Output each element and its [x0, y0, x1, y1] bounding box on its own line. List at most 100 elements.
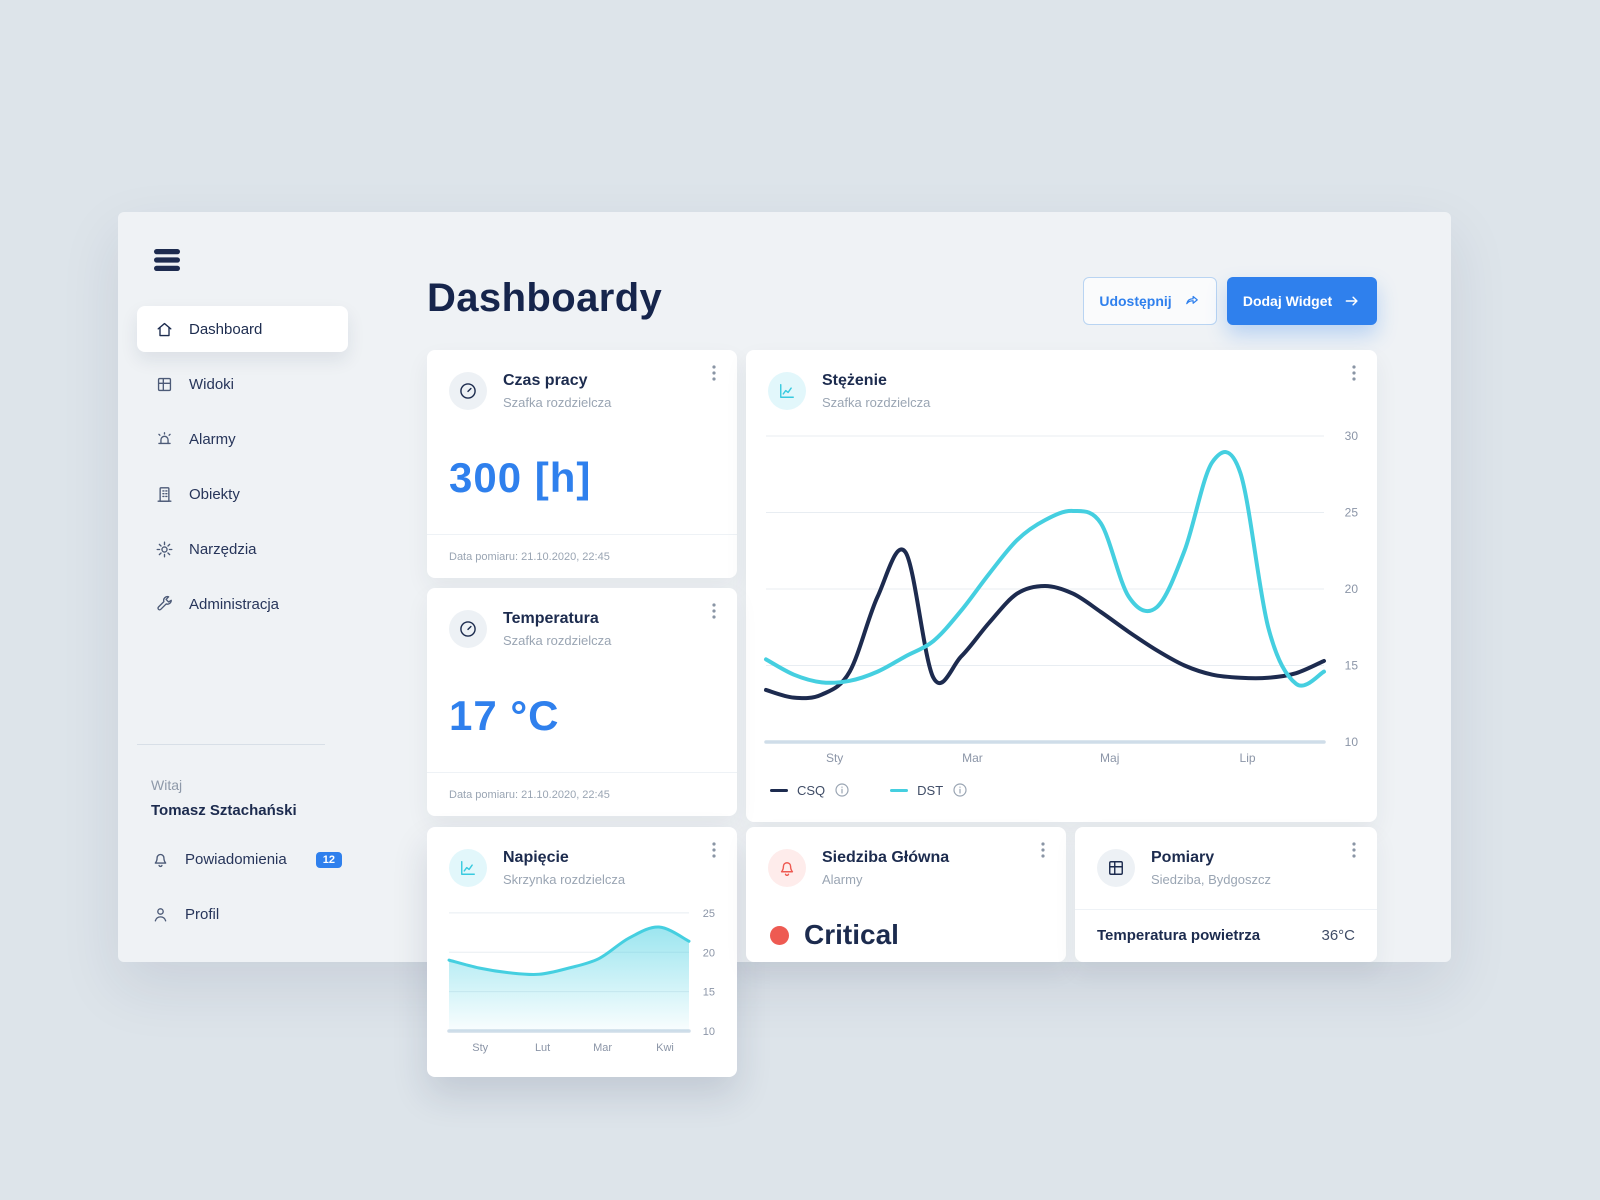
svg-text:Lip: Lip — [1240, 751, 1256, 765]
share-icon — [1185, 295, 1198, 305]
alarm-status-row: Critical — [770, 919, 899, 951]
card-header: Napięcie Skrzynka rozdzielcza — [449, 849, 625, 887]
svg-text:25: 25 — [703, 908, 715, 920]
table-icon — [1097, 849, 1135, 887]
greeting-label: Witaj — [151, 777, 183, 793]
card-header: Stężenie Szafka rozdzielcza — [768, 372, 930, 410]
card-subtitle: Szafka rozdzielcza — [503, 395, 612, 410]
status-badge: Critical — [804, 919, 899, 950]
sidebar-item-powiadomienia[interactable]: Powiadomienia 12 — [151, 850, 342, 869]
sidebar-item-administracja[interactable]: Administracja — [137, 581, 348, 627]
sidebar-item-widoki[interactable]: Widoki — [137, 361, 348, 407]
stezenie-chart: 10 15 20 25 30 Sty Mar Maj Lip — [764, 429, 1359, 765]
divider — [1075, 909, 1377, 910]
bell-icon — [151, 850, 170, 869]
card-czas-pracy: Czas pracy Szafka rozdzielcza 300 [h] Da… — [427, 350, 737, 578]
alarm-bell-icon — [768, 849, 806, 887]
app-logo[interactable] — [152, 248, 182, 279]
card-subtitle: Szafka rozdzielcza — [822, 395, 931, 410]
chart-icon — [768, 372, 806, 410]
svg-text:25: 25 — [1345, 506, 1359, 520]
svg-text:Mar: Mar — [593, 1042, 612, 1054]
gear-icon — [155, 540, 174, 559]
measurement-row: Temperatura powietrza 36°C — [1097, 927, 1355, 944]
svg-text:15: 15 — [1345, 659, 1359, 673]
legend-item-csq: CSQ — [770, 782, 850, 798]
card-footer: Data pomiaru: 21.10.2020, 22:45 — [427, 534, 737, 578]
app-window: Dashboard Widoki Alarmy Obiekty Narzędzi… — [118, 212, 1451, 1077]
profile-label: Profil — [185, 906, 220, 923]
legend-label: CSQ — [797, 782, 826, 798]
alarm-icon — [155, 430, 174, 449]
card-header: Pomiary Siedziba, Bydgoszcz — [1097, 849, 1271, 887]
card-title: Czas pracy — [503, 372, 588, 389]
wrench-icon — [155, 595, 174, 614]
svg-text:20: 20 — [1345, 582, 1359, 596]
share-button-label: Udostępnij — [1099, 293, 1172, 309]
stezenie-chart-area: 10 15 20 25 30 Sty Mar Maj Lip — [764, 414, 1359, 766]
card-subtitle: Alarmy — [822, 872, 863, 887]
card-title: Temperatura — [503, 610, 599, 627]
add-widget-button[interactable]: Dodaj Widget — [1227, 277, 1377, 325]
svg-text:Sty: Sty — [472, 1042, 488, 1054]
critical-status-dot — [770, 925, 789, 945]
svg-text:15: 15 — [703, 987, 715, 999]
chart-icon — [449, 849, 487, 887]
card-header: Siedziba Główna Alarmy — [768, 849, 949, 887]
svg-text:Kwi: Kwi — [656, 1042, 674, 1054]
metric-value: 300 [h] — [449, 454, 592, 501]
legend-item-dst: DST — [890, 782, 968, 798]
share-button[interactable]: Udostępnij — [1083, 277, 1217, 325]
kebab-menu-icon[interactable] — [1030, 837, 1056, 863]
sidebar-item-label: Administracja — [189, 595, 280, 613]
logo-icon — [154, 249, 180, 271]
svg-text:Lut: Lut — [535, 1042, 550, 1054]
sidebar-item-label: Dashboard — [189, 320, 263, 338]
sidebar-item-label: Obiekty — [189, 485, 240, 503]
kebab-menu-icon[interactable] — [701, 360, 727, 386]
notifications-label: Powiadomienia — [185, 851, 287, 868]
user-name: Tomasz Sztachański — [151, 802, 297, 819]
card-stezenie: Stężenie Szafka rozdzielcza 10 15 20 25 30 St… — [746, 350, 1377, 822]
card-title: Stężenie — [822, 372, 887, 389]
svg-text:10: 10 — [1345, 735, 1359, 749]
legend-label: DST — [917, 782, 944, 798]
sidebar-item-profil[interactable]: Profil — [151, 905, 219, 924]
card-siedziba-glowna: Siedziba Główna Alarmy Critical — [746, 827, 1066, 962]
card-header: Czas pracy Szafka rozdzielcza — [449, 372, 611, 410]
arrow-right-icon — [1345, 296, 1358, 306]
sidebar-item-label: Alarmy — [189, 430, 236, 448]
kebab-menu-icon[interactable] — [701, 837, 727, 863]
card-footer: Data pomiaru: 21.10.2020, 22:45 — [427, 772, 737, 816]
sidebar-item-narzedzia[interactable]: Narzędzia — [137, 526, 348, 572]
gauge-icon — [449, 372, 487, 410]
napiecie-chart-area: 10 15 20 25 Sty Lut Mar Kwi — [447, 897, 715, 1055]
card-pomiary: Pomiary Siedziba, Bydgoszcz Temperatura … — [1075, 827, 1377, 962]
metric-value: 17 °C — [449, 692, 560, 739]
svg-text:30: 30 — [1345, 429, 1359, 443]
add-widget-button-label: Dodaj Widget — [1242, 293, 1333, 309]
card-title: Napięcie — [503, 849, 569, 866]
grid-icon — [155, 375, 174, 394]
sidebar-item-obiekty[interactable]: Obiekty — [137, 471, 348, 517]
card-title: Siedziba Główna — [822, 849, 950, 866]
kebab-menu-icon[interactable] — [701, 598, 727, 624]
card-subtitle: Siedziba, Bydgoszcz — [1151, 872, 1271, 887]
card-subtitle: Skrzynka rozdzielcza — [503, 872, 626, 887]
info-icon[interactable] — [952, 782, 968, 798]
card-subtitle: Szafka rozdzielcza — [503, 633, 612, 648]
sidebar-divider — [137, 744, 325, 745]
sidebar-item-dashboard[interactable]: Dashboard — [137, 306, 348, 352]
sidebar-item-alarmy[interactable]: Alarmy — [137, 416, 348, 462]
notifications-badge: 12 — [315, 851, 342, 868]
measurement-value: 36°C — [1321, 927, 1355, 944]
svg-text:Sty: Sty — [826, 751, 843, 765]
sidebar-item-label: Narzędzia — [189, 540, 257, 558]
sidebar: Dashboard Widoki Alarmy Obiekty Narzędzi… — [137, 306, 348, 627]
kebab-menu-icon[interactable] — [1341, 837, 1367, 863]
svg-text:10: 10 — [703, 1026, 715, 1038]
kebab-menu-icon[interactable] — [1341, 360, 1367, 386]
napiecie-chart: 10 15 20 25 Sty Lut Mar Kwi — [447, 908, 715, 1054]
svg-text:20: 20 — [703, 947, 715, 959]
info-icon[interactable] — [834, 782, 850, 798]
